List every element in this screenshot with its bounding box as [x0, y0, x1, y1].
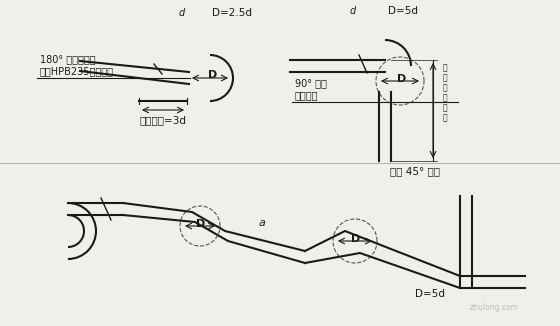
Text: D=5d: D=5d — [415, 289, 445, 299]
Text: D=2.5d: D=2.5d — [212, 8, 252, 18]
Text: D: D — [197, 219, 206, 229]
Text: 180° 弯钉保证平: 180° 弯钉保证平 — [40, 54, 96, 64]
Text: 90° 弯钉: 90° 弯钉 — [295, 78, 327, 88]
Text: 平直长度=3d: 平直长度=3d — [139, 115, 186, 125]
Text: 垂: 垂 — [443, 64, 447, 72]
Text: 固: 固 — [443, 94, 447, 102]
Text: 锚: 锚 — [443, 83, 447, 93]
Text: d: d — [179, 8, 185, 18]
Text: 保证垂直: 保证垂直 — [295, 90, 319, 100]
Text: 度: 度 — [443, 113, 447, 123]
Text: D: D — [398, 74, 407, 84]
Text: D=5d: D=5d — [388, 6, 418, 16]
Text: D: D — [208, 70, 218, 80]
Text: a: a — [259, 218, 265, 228]
Text: 直: 直 — [443, 73, 447, 82]
Text: D: D — [351, 234, 361, 244]
Text: 行（HPB235级钉筋）: 行（HPB235级钉筋） — [40, 66, 114, 76]
Text: d: d — [350, 6, 356, 16]
Text: 保证 45° 弯钉: 保证 45° 弯钉 — [390, 166, 440, 176]
Text: 长: 长 — [443, 103, 447, 112]
Text: zhulong.com: zhulong.com — [470, 304, 519, 313]
